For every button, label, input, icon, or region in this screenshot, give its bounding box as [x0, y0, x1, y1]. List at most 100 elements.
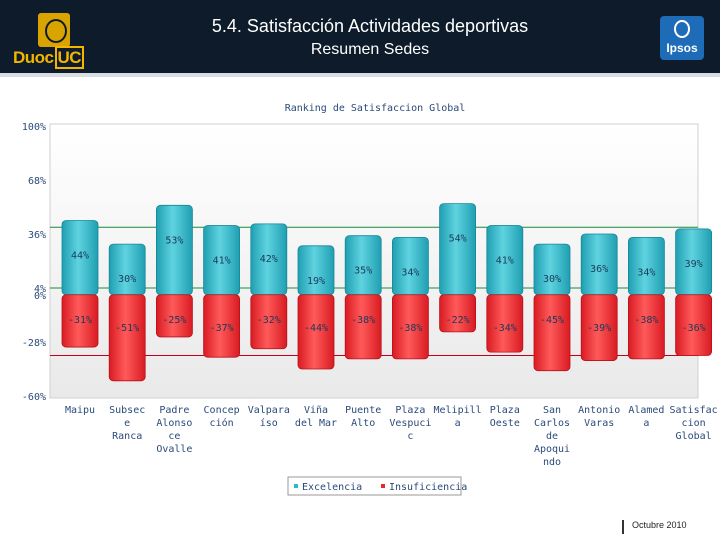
legend-label-excelencia: Excelencia: [302, 482, 362, 493]
bar-insuficiencia: [344, 294, 382, 360]
data-label-excelencia: 30%: [543, 274, 561, 285]
data-label-excelencia: 34%: [637, 267, 655, 278]
x-tick-label: San: [543, 405, 561, 416]
x-tick-label: íso: [260, 417, 278, 429]
bar-series: 44% -31% 30% -51% 53% -25% 41% -37% 42% -32% 19% -4…: [61, 203, 712, 382]
bar-excelencia: [297, 245, 335, 296]
data-label-insuficiencia: -34%: [493, 323, 517, 334]
x-tick-label: Puente: [345, 405, 381, 416]
page-title: 5.4. Satisfacción Actividades deportivas: [211, 16, 529, 36]
x-tick-label: Vespuci: [389, 418, 431, 429]
data-label-excelencia: 53%: [165, 235, 183, 246]
data-label-excelencia: 30%: [118, 274, 136, 285]
data-label-insuficiencia: -44%: [304, 323, 328, 334]
data-label-insuficiencia: -38%: [351, 315, 375, 326]
bar-insuficiencia: [203, 294, 241, 358]
x-tick-label: Alto: [351, 418, 375, 429]
y-tick-label: -60%: [22, 392, 46, 403]
y-axis: 100% 68% 36% 4%0% -28% -60%: [22, 122, 46, 403]
x-tick-label: cion: [682, 418, 706, 429]
data-label-excelencia: 39%: [685, 259, 703, 270]
bar-excelencia: [155, 204, 193, 296]
x-tick-label: Carlos: [534, 418, 570, 429]
x-tick-label: Concep: [204, 405, 240, 416]
duoc-shield-icon: [38, 13, 70, 47]
x-tick-label: Alamed: [628, 405, 664, 416]
bar-insuficiencia: [486, 294, 524, 353]
bar-insuficiencia: [108, 294, 146, 382]
legend-swatch-insuficiencia: [381, 484, 385, 488]
x-tick-label: a: [455, 418, 461, 429]
legend-label-insuficiencia: Insuficiencia: [389, 482, 467, 493]
x-tick-label: Viña: [304, 405, 328, 416]
bar-excelencia: [391, 236, 429, 296]
bar-excelencia: [108, 243, 146, 296]
bar-insuficiencia: [628, 294, 665, 360]
x-axis-labels: Maipu Subsec e Ranca Padre Alonso ce Ovalle Conc…: [65, 405, 718, 468]
x-tick-label: del Mar: [295, 418, 337, 429]
y-tick-label: 36%: [28, 230, 46, 241]
data-label-insuficiencia: -39%: [587, 323, 611, 334]
x-tick-label: Global: [676, 431, 712, 442]
bar-insuficiencia: [580, 294, 618, 361]
x-tick-label: Varas: [584, 418, 614, 429]
data-label-insuficiencia: -25%: [162, 315, 186, 326]
legend: Excelencia Insuficiencia: [287, 476, 467, 496]
data-label-excelencia: 34%: [401, 267, 419, 278]
data-label-insuficiencia: -22%: [446, 315, 470, 326]
bar-excelencia: [533, 243, 571, 296]
data-label-insuficiencia: -38%: [398, 323, 422, 334]
data-label-excelencia: 42%: [260, 254, 278, 265]
data-label-excelencia: 41%: [496, 256, 514, 267]
bar-insuficiencia: [533, 294, 571, 372]
ipsos-mark-icon: [674, 20, 690, 38]
data-label-excelencia: 44%: [71, 251, 89, 262]
duoc-logo-text: Duoc UC: [13, 46, 85, 69]
data-label-insuficiencia: -38%: [634, 315, 658, 326]
x-tick-label: e: [124, 418, 130, 429]
y-tick-label: 4%: [34, 284, 46, 295]
ipsos-logo-text: Ipsos: [666, 41, 698, 55]
data-label-insuficiencia: -37%: [210, 323, 234, 334]
x-tick-label: ce: [168, 431, 180, 442]
legend-box: [287, 476, 462, 496]
bar-excelencia: [439, 203, 477, 296]
bar-insuficiencia: [675, 294, 712, 356]
x-tick-label: a: [643, 418, 649, 429]
x-tick-label: Melipill: [434, 405, 482, 416]
footer-divider: [622, 520, 624, 534]
x-tick-label: Ovalle: [156, 444, 192, 455]
bar-excelencia: [628, 236, 665, 296]
x-tick-label: ción: [210, 417, 234, 429]
data-label-excelencia: 19%: [307, 276, 325, 287]
data-label-excelencia: 36%: [590, 264, 608, 275]
x-tick-label: Oeste: [490, 418, 520, 429]
bar-insuficiencia: [250, 294, 288, 350]
ipsos-logo: Ipsos: [660, 16, 704, 60]
chart-title: Ranking de Satisfaccion Global: [285, 103, 466, 114]
x-tick-label: Maipu: [65, 405, 95, 416]
data-label-insuficiencia: -36%: [682, 323, 706, 334]
x-tick-label: Plaza: [395, 405, 425, 416]
data-label-excelencia: 35%: [354, 266, 372, 277]
x-tick-label: Ranca: [112, 431, 142, 442]
legend-swatch-excelencia: [294, 484, 298, 488]
data-label-excelencia: 41%: [213, 256, 231, 267]
y-tick-label: 100%: [22, 122, 46, 133]
bar-insuficiencia: [155, 294, 193, 338]
x-tick-label: Subsec: [109, 405, 145, 416]
header-divider: [0, 73, 720, 77]
data-label-insuficiencia: -31%: [68, 315, 92, 326]
x-tick-label: Satisfac: [670, 405, 718, 416]
header-bar: Duoc UC 5.4. Satisfacción Actividades dep…: [0, 0, 720, 77]
bar-insuficiencia: [297, 294, 335, 370]
x-tick-label: Apoqui: [534, 444, 570, 455]
data-label-excelencia: 54%: [449, 234, 467, 245]
x-tick-label: Antonio: [578, 405, 620, 416]
x-tick-label: Valpara: [248, 405, 290, 416]
page-subtitle: Resumen Sedes: [310, 41, 430, 58]
x-tick-label: ndo: [543, 457, 561, 468]
x-tick-label: c: [407, 431, 413, 442]
y-tick-label: 68%: [28, 176, 46, 187]
footer-date: Octubre 2010: [632, 520, 687, 530]
